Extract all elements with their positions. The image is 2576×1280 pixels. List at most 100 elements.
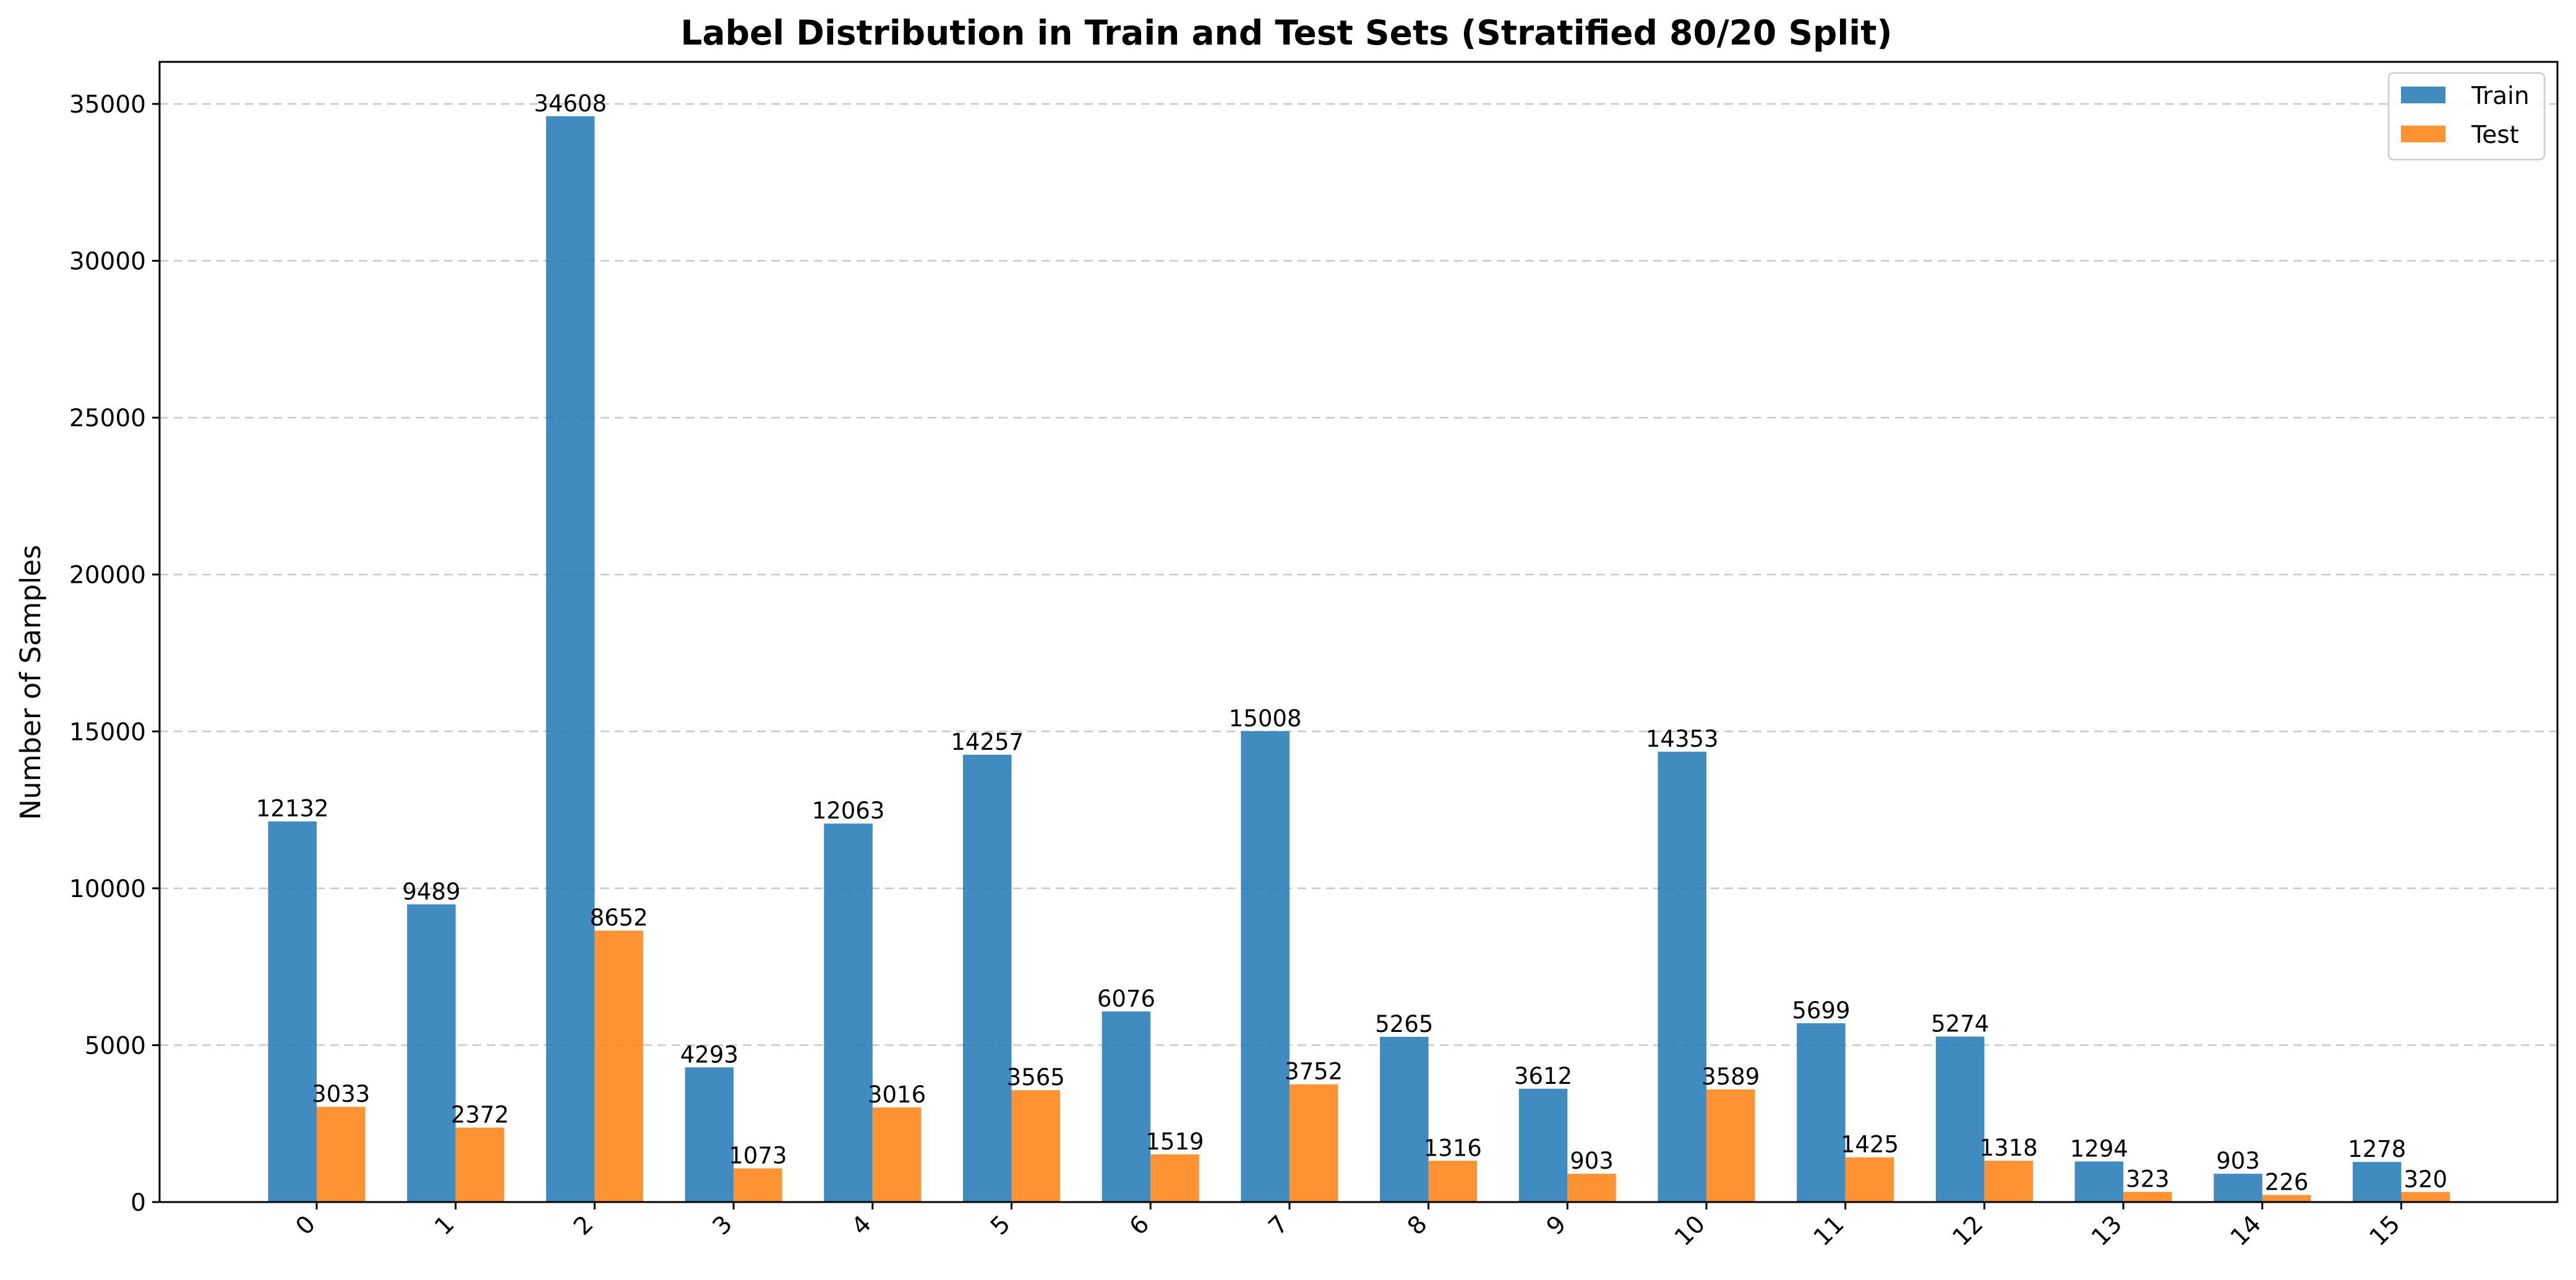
bars (268, 116, 2450, 1202)
bar-train-1 (407, 904, 456, 1202)
x-tick-label-13: 13 (2086, 1210, 2128, 1252)
x-tick-label-9: 9 (1541, 1210, 1572, 1240)
data-label-train-2: 34608 (534, 90, 607, 117)
data-label-train-6: 6076 (1097, 986, 1155, 1012)
bar-test-8 (1428, 1161, 1478, 1202)
y-axis-ticks: 0 5000 10000 15000 20000 25000 30000 35000 (69, 91, 160, 1217)
y-tick-label-5000: 5000 (85, 1032, 146, 1060)
bar-train-13 (2074, 1161, 2124, 1202)
data-label-train-7: 15008 (1229, 705, 1302, 732)
y-tick-label-10000: 10000 (69, 875, 146, 903)
data-label-test-2: 8652 (590, 904, 648, 931)
data-label-test-12: 1318 (1980, 1135, 2038, 1161)
chart-title: Label Distribution in Train and Test Set… (680, 13, 1892, 53)
bar-train-15 (2353, 1162, 2402, 1202)
y-tick-label-35000: 35000 (69, 91, 146, 119)
x-axis-ticks: 0 1 2 3 4 5 6 7 8 9 10 11 12 13 14 15 (291, 1202, 2406, 1252)
bar-test-15 (2401, 1192, 2450, 1202)
bar-test-5 (1011, 1090, 1060, 1202)
gridlines (160, 103, 2557, 1046)
x-tick-label-14: 14 (2225, 1210, 2267, 1252)
bar-test-4 (872, 1107, 922, 1202)
data-label-test-13: 323 (2126, 1166, 2170, 1193)
bar-train-9 (1518, 1088, 1568, 1202)
data-label-train-12: 5274 (1931, 1011, 1989, 1037)
data-label-train-13: 1294 (2070, 1135, 2128, 1162)
data-label-test-1: 2372 (451, 1102, 509, 1128)
legend-label-test: Test (2471, 121, 2519, 149)
data-label-train-11: 5699 (1792, 997, 1850, 1024)
legend-swatch-test (2401, 126, 2445, 142)
x-tick-label-6: 6 (1124, 1210, 1155, 1240)
bar-test-9 (1567, 1174, 1616, 1202)
plot-frame (158, 61, 2559, 1203)
y-tick-label-25000: 25000 (69, 405, 146, 432)
legend-swatch-train (2401, 87, 2445, 103)
bar-train-4 (824, 823, 873, 1202)
bar-test-2 (594, 930, 643, 1202)
x-tick-label-2: 2 (568, 1210, 599, 1240)
legend-label-train: Train (2471, 82, 2530, 110)
x-tick-label-4: 4 (846, 1210, 876, 1240)
data-label-train-14: 903 (2216, 1148, 2260, 1174)
data-label-test-3: 1073 (729, 1143, 787, 1169)
x-tick-label-8: 8 (1402, 1210, 1432, 1240)
bar-test-11 (1845, 1157, 1894, 1202)
data-label-test-15: 320 (2403, 1166, 2447, 1193)
data-label-test-5: 3565 (1007, 1064, 1065, 1091)
bar-test-14 (2262, 1195, 2311, 1202)
y-tick-label-0: 0 (131, 1189, 146, 1217)
x-tick-label-15: 15 (2364, 1210, 2406, 1252)
bar-train-2 (546, 116, 595, 1202)
bar-test-6 (1150, 1154, 1199, 1202)
data-label-train-4: 12063 (812, 797, 885, 824)
x-tick-label-10: 10 (1669, 1210, 1711, 1252)
bar-test-7 (1289, 1084, 1338, 1202)
data-label-train-15: 1278 (2348, 1136, 2406, 1162)
y-tick-label-20000: 20000 (69, 562, 146, 590)
x-tick-label-12: 12 (1948, 1210, 1989, 1252)
data-label-test-11: 1425 (1841, 1132, 1899, 1158)
x-tick-label-1: 1 (429, 1210, 460, 1240)
data-label-train-9: 3612 (1514, 1063, 1572, 1089)
bar-test-13 (2123, 1192, 2172, 1202)
bar-train-11 (1797, 1023, 1846, 1202)
x-tick-label-11: 11 (1808, 1210, 1850, 1252)
bar-train-8 (1380, 1036, 1429, 1202)
bar-train-7 (1241, 731, 1290, 1202)
bar-train-6 (1102, 1011, 1151, 1202)
data-label-train-8: 5265 (1375, 1011, 1433, 1037)
bar-test-10 (1706, 1089, 1755, 1202)
data-labels: 12132 3033 9489 2372 34608 8652 4293 1073 12063 3… (256, 90, 2447, 1196)
bar-train-5 (963, 754, 1012, 1202)
bar-train-3 (685, 1067, 734, 1202)
data-label-train-0: 12132 (256, 796, 329, 822)
y-tick-label-30000: 30000 (69, 248, 146, 276)
data-label-test-9: 903 (1570, 1148, 1614, 1174)
x-tick-label-0: 0 (291, 1210, 321, 1240)
data-label-test-10: 3589 (1701, 1063, 1760, 1090)
bar-train-10 (1658, 752, 1706, 1202)
data-label-test-8: 1316 (1424, 1135, 1482, 1161)
bar-train-12 (1935, 1036, 1985, 1202)
y-tick-label-15000: 15000 (69, 718, 146, 746)
x-tick-label-5: 5 (985, 1210, 1016, 1240)
bar-train-14 (2214, 1174, 2262, 1202)
bar-test-3 (734, 1168, 782, 1202)
x-tick-label-3: 3 (708, 1210, 738, 1240)
data-label-train-5: 14257 (951, 729, 1024, 755)
x-tick-label-7: 7 (1264, 1210, 1294, 1240)
data-label-train-3: 4293 (680, 1041, 738, 1068)
bar-test-1 (455, 1127, 505, 1202)
y-axis-label: Number of Samples (14, 545, 47, 820)
bar-test-12 (1984, 1161, 2033, 1202)
data-label-test-6: 1519 (1145, 1128, 1204, 1155)
data-label-train-10: 14353 (1646, 726, 1719, 752)
data-label-test-4: 3016 (868, 1081, 926, 1108)
data-label-test-0: 3033 (312, 1081, 370, 1107)
legend: Train Test (2387, 72, 2546, 161)
data-label-test-7: 3752 (1285, 1059, 1343, 1085)
bar-train-0 (268, 821, 317, 1202)
bar-test-0 (317, 1107, 366, 1202)
